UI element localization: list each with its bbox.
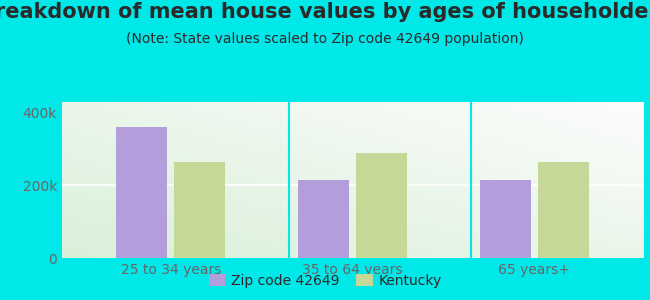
Text: (Note: State values scaled to Zip code 42649 population): (Note: State values scaled to Zip code 4… [126, 32, 524, 46]
Bar [116, 128, 167, 258]
Legend: Zip code 42649, Kentucky: Zip code 42649, Kentucky [203, 268, 447, 293]
Bar [298, 180, 349, 258]
Bar [480, 180, 531, 258]
Bar [356, 153, 407, 258]
Bar [538, 162, 589, 258]
Text: Breakdown of mean house values by ages of householders: Breakdown of mean house values by ages o… [0, 2, 650, 22]
Bar [174, 162, 226, 258]
